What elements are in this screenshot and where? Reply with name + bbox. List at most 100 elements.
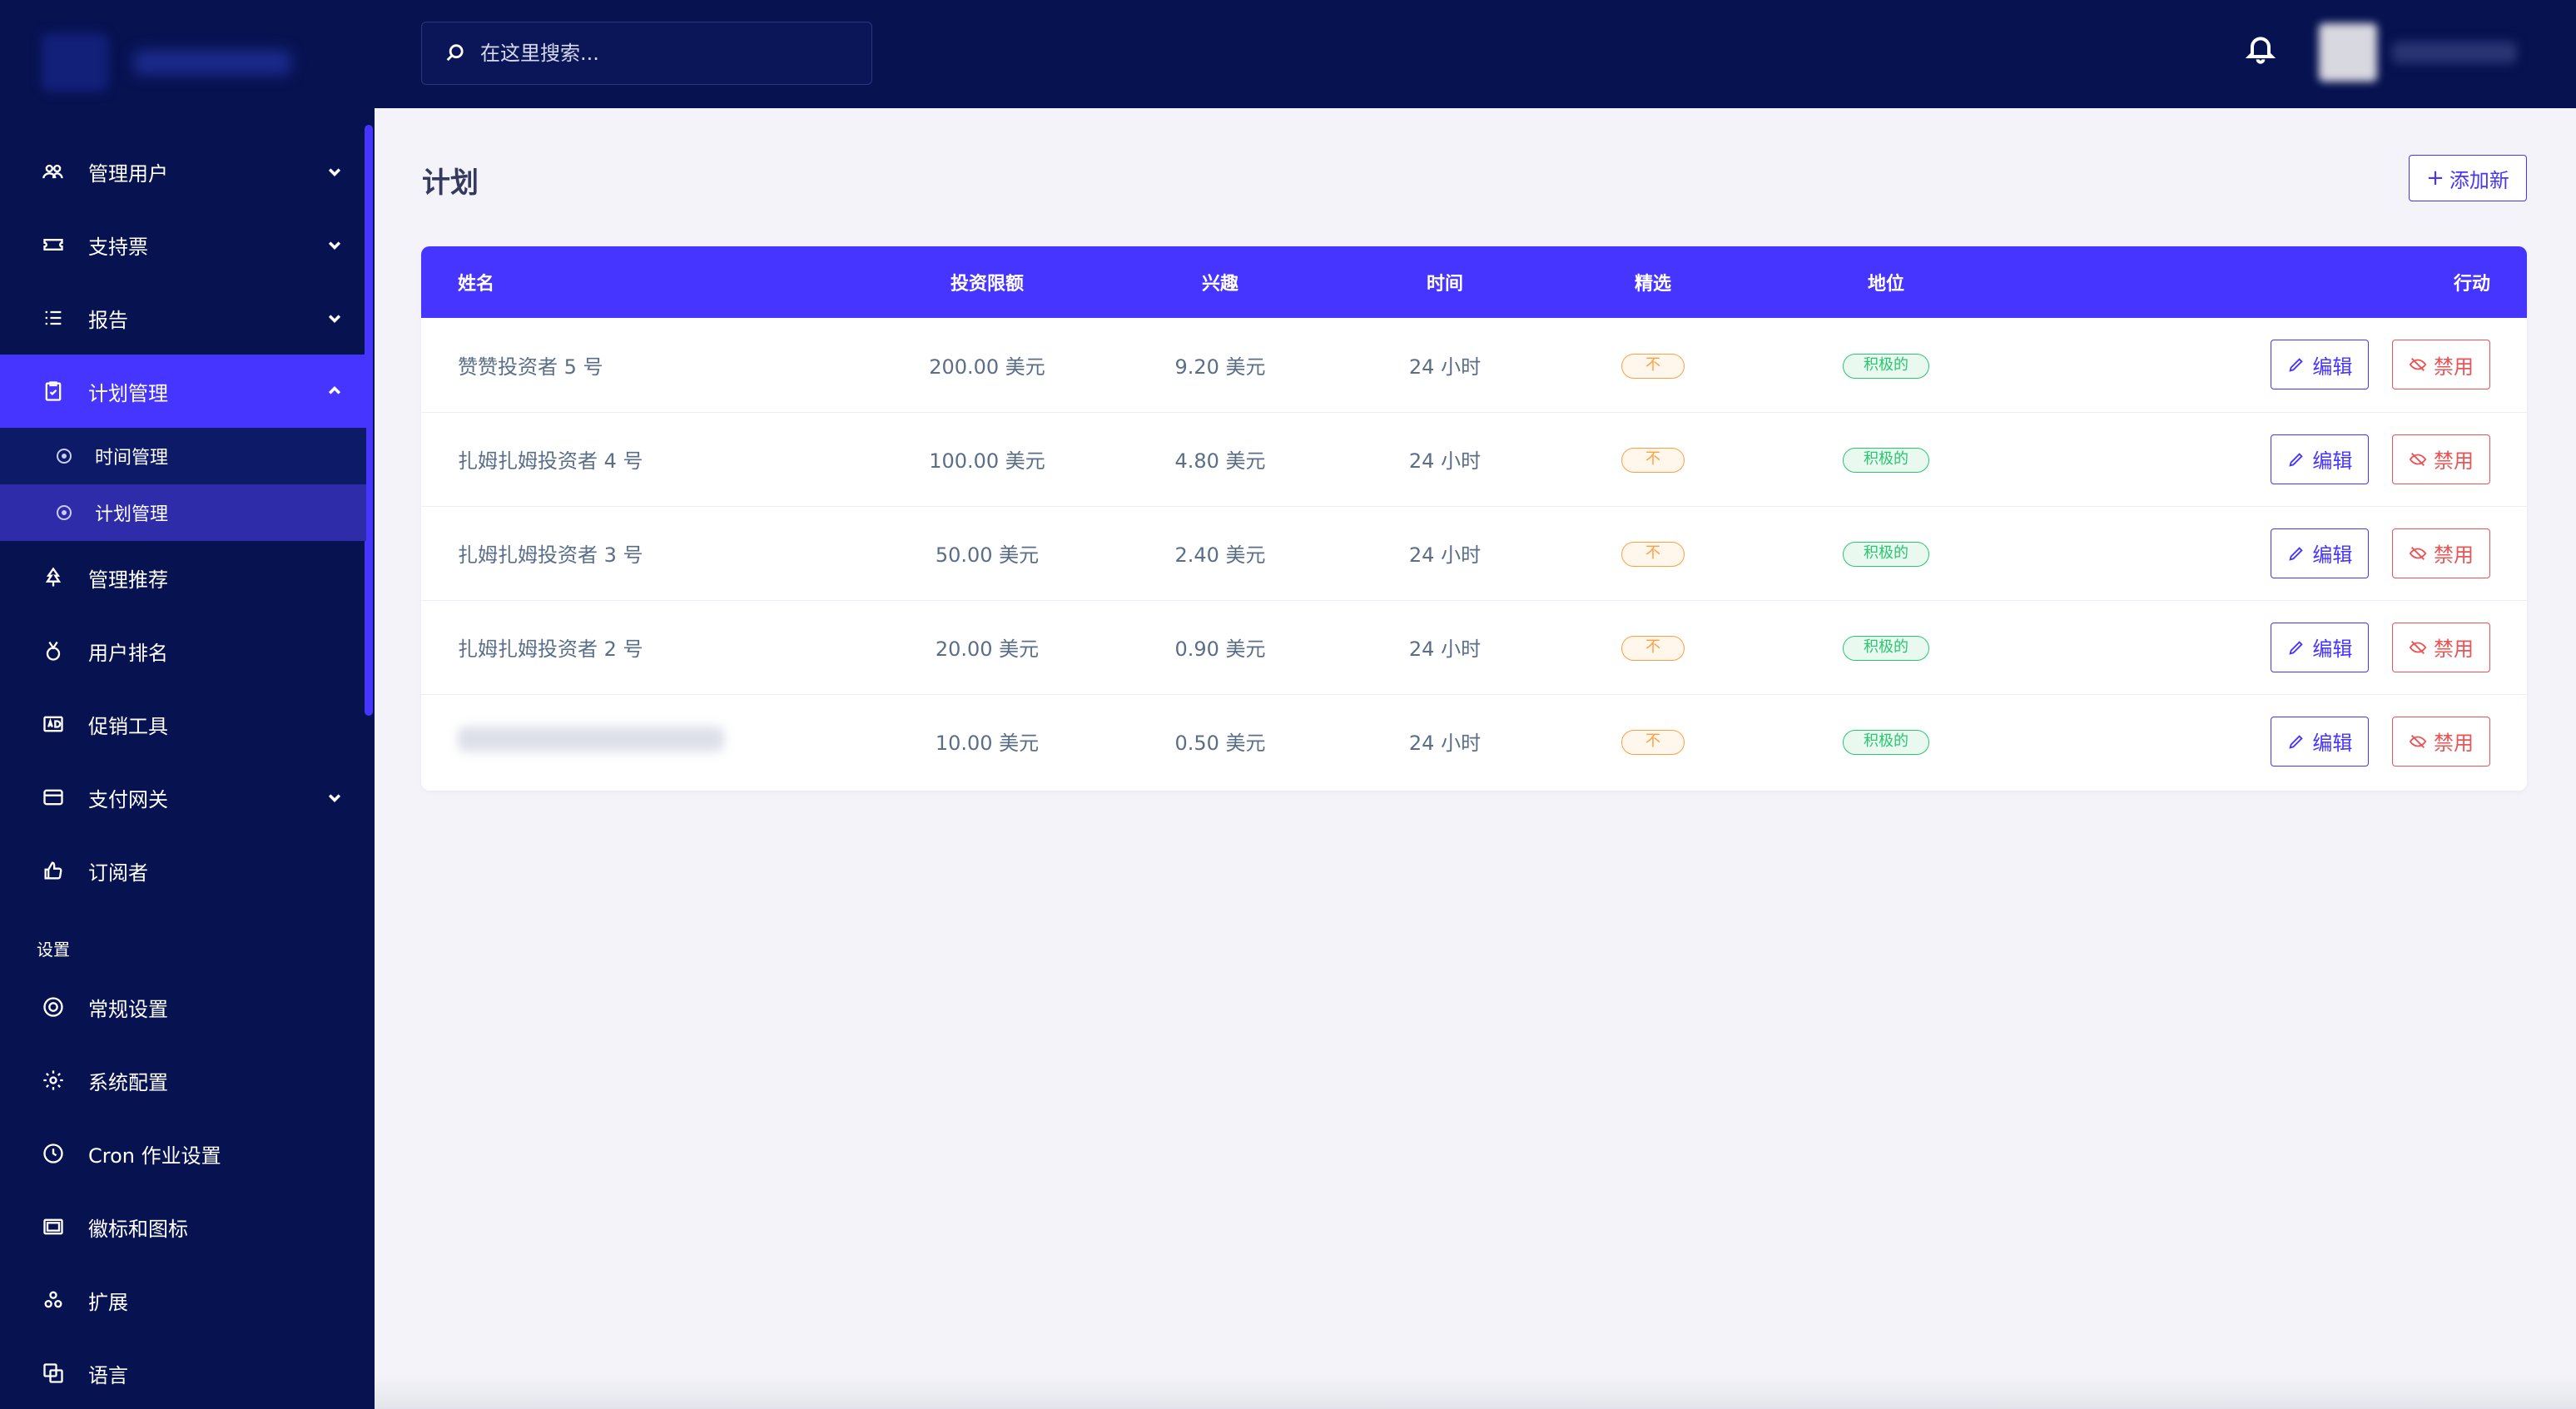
bell-icon[interactable] xyxy=(2244,30,2277,67)
sidebar-item-label: 促销工具 xyxy=(88,714,168,738)
disable-label: 禁用 xyxy=(2434,355,2474,379)
plan-interest: 4.80 美元 xyxy=(1174,449,1266,473)
search-box[interactable] xyxy=(421,22,872,85)
pencil-icon xyxy=(2289,640,2304,655)
actions-cell: 编辑 禁用 xyxy=(2003,506,2527,600)
sidebar-item-system-config[interactable]: 系统配置 xyxy=(0,1044,366,1117)
logo[interactable] xyxy=(0,0,375,125)
avatar xyxy=(2319,23,2377,82)
pencil-icon xyxy=(2289,735,2304,749)
edit-label: 编辑 xyxy=(2312,449,2353,473)
bottom-shadow xyxy=(375,1376,2576,1409)
table-header-row: 姓名 投资限额 兴趣 时间 精选 地位 行动 xyxy=(421,246,2527,318)
status-cell: 积极的 xyxy=(1769,506,2003,600)
sidebar-item-label: 管理推荐 xyxy=(88,568,168,592)
sidebar-item-label: 计划管理 xyxy=(88,381,168,405)
add-new-button[interactable]: + 添加新 xyxy=(2409,155,2527,201)
sidebar-item-user-ranking[interactable]: 用户排名 xyxy=(0,614,366,687)
edit-button[interactable]: 编辑 xyxy=(2271,528,2370,578)
col-time: 时间 xyxy=(1426,274,1463,295)
status-cell: 积极的 xyxy=(1769,600,2003,694)
sidebar: 管理用户 支持票 报告 计划管理 时间管理 xyxy=(0,0,375,1409)
status-badge: 积极的 xyxy=(1843,636,1929,661)
ticket-icon xyxy=(40,231,67,258)
col-status: 地位 xyxy=(1867,274,1904,295)
edit-label: 编辑 xyxy=(2312,732,2353,756)
images-icon xyxy=(40,1213,67,1240)
disable-button[interactable]: 禁用 xyxy=(2392,622,2490,672)
status-badge: 积极的 xyxy=(1843,730,1929,756)
table-row: 10.00 美元 0.50 美元 24 小时 不 积极的 编辑 禁用 xyxy=(421,694,2527,788)
sidebar-nav: 管理用户 支持票 报告 计划管理 时间管理 xyxy=(0,135,366,1409)
actions-cell: 编辑 禁用 xyxy=(2003,318,2527,412)
circle-dot-icon xyxy=(57,449,72,464)
sidebar-subitem-plan-management[interactable]: 计划管理 xyxy=(0,484,366,541)
sidebar-item-support-tickets[interactable]: 支持票 xyxy=(0,208,366,281)
plan-limit: 20.00 美元 xyxy=(935,638,1040,661)
chevron-down-icon xyxy=(323,306,346,330)
plans-table-card: 姓名 投资限额 兴趣 时间 精选 地位 行动 赞赞投资者 5 号 200.00 … xyxy=(421,246,2527,791)
actions-cell: 编辑 禁用 xyxy=(2003,600,2527,694)
sidebar-item-promotion-tools[interactable]: 促销工具 xyxy=(0,687,366,761)
sidebar-item-language[interactable]: 语言 xyxy=(0,1337,366,1409)
sidebar-item-manage-referrals[interactable]: 管理推荐 xyxy=(0,541,366,614)
disable-label: 禁用 xyxy=(2434,732,2474,756)
status-badge: 积极的 xyxy=(1843,448,1929,473)
pencil-icon xyxy=(2289,546,2304,561)
plan-name: 赞赞投资者 5 号 xyxy=(458,355,603,379)
disable-button[interactable]: 禁用 xyxy=(2392,434,2490,484)
featured-badge: 不 xyxy=(1621,353,1685,379)
sidebar-item-logo-icon[interactable]: 徽标和图标 xyxy=(0,1190,366,1263)
edit-button[interactable]: 编辑 xyxy=(2271,434,2370,484)
search-input[interactable] xyxy=(480,42,846,65)
logo-text xyxy=(133,50,291,75)
featured-cell: 不 xyxy=(1536,506,1769,600)
sidebar-item-label: 支持票 xyxy=(88,235,148,259)
gear-icon xyxy=(40,1067,67,1094)
edit-button[interactable]: 编辑 xyxy=(2271,622,2370,672)
disable-button[interactable]: 禁用 xyxy=(2392,340,2490,390)
edit-label: 编辑 xyxy=(2312,638,2353,661)
sidebar-scrollbar[interactable] xyxy=(365,125,373,716)
plan-limit: 200.00 美元 xyxy=(929,355,1045,379)
sidebar-item-extensions[interactable]: 扩展 xyxy=(0,1263,366,1337)
status-badge: 积极的 xyxy=(1843,542,1929,567)
medal-icon xyxy=(40,638,67,664)
sidebar-item-plan-management[interactable]: 计划管理 xyxy=(0,355,366,428)
disable-label: 禁用 xyxy=(2434,449,2474,473)
table-row: 扎姆扎姆投资者 2 号 20.00 美元 0.90 美元 24 小时 不 积极的… xyxy=(421,600,2527,694)
plan-time: 24 小时 xyxy=(1408,543,1482,567)
sidebar-item-subscribers[interactable]: 订阅者 xyxy=(0,834,366,907)
sidebar-item-label: 订阅者 xyxy=(88,861,148,885)
table-row: 赞赞投资者 5 号 200.00 美元 9.20 美元 24 小时 不 积极的 … xyxy=(421,318,2527,412)
sidebar-item-label: 管理用户 xyxy=(88,161,168,186)
thumbs-up-icon xyxy=(40,857,67,884)
edit-button[interactable]: 编辑 xyxy=(2271,716,2370,767)
sidebar-item-manage-users[interactable]: 管理用户 xyxy=(0,135,366,208)
sidebar-item-general-settings[interactable]: 常规设置 xyxy=(0,970,366,1044)
eye-slash-icon xyxy=(2409,734,2427,748)
sidebar-item-label: Cron 作业设置 xyxy=(88,1144,221,1168)
search-icon xyxy=(446,44,464,62)
sidebar-subitem-time-management[interactable]: 时间管理 xyxy=(0,428,366,484)
plan-name: 扎姆扎姆投资者 4 号 xyxy=(458,449,643,473)
pencil-icon xyxy=(2289,358,2304,372)
disable-button[interactable]: 禁用 xyxy=(2392,716,2490,767)
sidebar-item-payment-gateways[interactable]: 支付网关 xyxy=(0,761,366,834)
sidebar-item-cron-settings[interactable]: Cron 作业设置 xyxy=(0,1117,366,1190)
eye-slash-icon xyxy=(2409,452,2427,466)
sidebar-item-reports[interactable]: 报告 xyxy=(0,281,366,355)
plan-name: 扎姆扎姆投资者 2 号 xyxy=(458,638,643,661)
edit-button[interactable]: 编辑 xyxy=(2271,340,2370,390)
eye-slash-icon xyxy=(2409,358,2427,372)
disable-button[interactable]: 禁用 xyxy=(2392,528,2490,578)
credit-card-icon xyxy=(40,784,67,811)
eye-slash-icon xyxy=(2409,546,2427,560)
sidebar-item-label: 报告 xyxy=(88,308,128,332)
edit-label: 编辑 xyxy=(2312,543,2353,567)
list-icon xyxy=(40,305,67,331)
plan-limit: 50.00 美元 xyxy=(935,543,1040,567)
user-profile-menu[interactable] xyxy=(2319,18,2527,87)
user-name-blurred xyxy=(2392,42,2517,63)
plan-name: 扎姆扎姆投资者 3 号 xyxy=(458,543,643,567)
